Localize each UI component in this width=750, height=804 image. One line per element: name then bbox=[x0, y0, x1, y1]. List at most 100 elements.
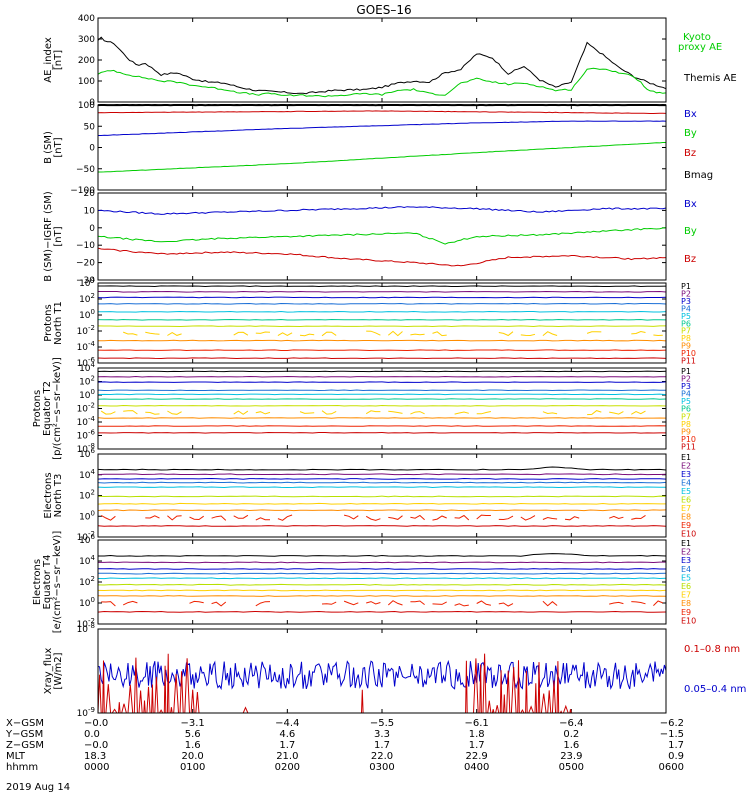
xaxis-value: −0.0 bbox=[84, 718, 108, 729]
series-line bbox=[98, 207, 666, 215]
legend-channel: E10 bbox=[681, 530, 696, 539]
xray-short-spike bbox=[492, 709, 494, 713]
xray-short-spike bbox=[171, 707, 173, 713]
xaxis-value: −5.5 bbox=[370, 718, 394, 729]
xray-short-spike bbox=[106, 684, 111, 713]
legend-item: Bmag bbox=[684, 170, 713, 181]
legend-item: Bx bbox=[684, 109, 697, 120]
flux-line-P8 bbox=[234, 332, 248, 335]
flux-line-E9 bbox=[433, 602, 447, 605]
y-tick-label: 200 bbox=[78, 56, 95, 66]
svg-text:[e/(cm²−s−sr−keV)]: [e/(cm²−s−sr−keV)] bbox=[52, 531, 63, 634]
xray-short-spike bbox=[362, 690, 364, 713]
xray-short-spike bbox=[507, 671, 510, 713]
y-tick-label: 100 bbox=[79, 308, 95, 321]
flux-line-E9 bbox=[388, 516, 402, 520]
xaxis-value: −6.1 bbox=[465, 718, 489, 729]
flux-line-E9 bbox=[631, 515, 645, 519]
xray-short-spike bbox=[466, 661, 468, 713]
flux-line-E9 bbox=[278, 515, 292, 520]
y-tick-label: 102 bbox=[79, 375, 95, 388]
y-tick-label: 102 bbox=[79, 292, 95, 305]
y-axis-label: AE_index[nT] bbox=[43, 37, 64, 83]
xaxis-value: −6.2 bbox=[660, 718, 684, 729]
y-tick-label: −50 bbox=[76, 165, 95, 175]
xaxis-value: 1.6 bbox=[563, 740, 579, 751]
xaxis-value: −3.1 bbox=[181, 718, 205, 729]
flux-line-E9 bbox=[145, 516, 159, 518]
xray-short-spike bbox=[500, 670, 502, 713]
xaxis-row-label: X−GSM bbox=[6, 718, 44, 729]
legend-channel: E10 bbox=[681, 616, 696, 625]
flux-line-P8 bbox=[653, 335, 662, 336]
xray-short-spike bbox=[563, 706, 568, 713]
series-line bbox=[98, 37, 666, 93]
flux-line-P8 bbox=[410, 412, 424, 415]
xaxis-value: 0.2 bbox=[563, 729, 579, 740]
xaxis-value: 21.0 bbox=[276, 751, 298, 762]
xaxis-value: 20.0 bbox=[182, 751, 204, 762]
xray-short-spike bbox=[155, 677, 158, 713]
y-tick-label: 100 bbox=[78, 77, 95, 87]
y-axis-label: Xray_flux[W/m2] bbox=[43, 648, 64, 695]
svg-text:North T3: North T3 bbox=[53, 474, 64, 518]
xaxis-value: 22.0 bbox=[371, 751, 393, 762]
flux-line-E3 bbox=[98, 569, 666, 570]
xaxis-value: 0100 bbox=[180, 762, 205, 773]
panel-frame bbox=[98, 105, 666, 190]
xaxis-value: 1.7 bbox=[279, 740, 295, 751]
xray-short-spike bbox=[180, 671, 183, 713]
xaxis-value: −0.0 bbox=[84, 740, 108, 751]
xaxis-value: 0400 bbox=[464, 762, 489, 773]
series-line bbox=[98, 68, 666, 96]
flux-line-P8 bbox=[587, 411, 601, 415]
y-axis-label: B (SM)−IGRF (SM)[nT] bbox=[43, 191, 64, 282]
flux-line-E9 bbox=[212, 516, 226, 520]
panel-frame bbox=[98, 454, 666, 537]
flux-line-P8 bbox=[410, 334, 424, 335]
xray-short-spike bbox=[112, 709, 117, 713]
flux-line-P11 bbox=[98, 433, 666, 434]
flux-line-P8 bbox=[388, 411, 402, 413]
flux-line-E9 bbox=[477, 601, 491, 605]
flux-line-E8 bbox=[98, 510, 666, 511]
flux-line-P3 bbox=[98, 382, 666, 383]
flux-line-P10 bbox=[98, 350, 666, 351]
flux-line-P1 bbox=[98, 371, 666, 372]
y-tick-label: 10-4 bbox=[77, 415, 96, 428]
flux-line-P10 bbox=[98, 426, 666, 427]
xray-short-spike bbox=[504, 695, 506, 714]
xaxis-value: 0200 bbox=[275, 762, 300, 773]
legend-themis: Themis AE bbox=[683, 73, 737, 84]
flux-line-E8 bbox=[98, 596, 666, 597]
flux-line-P8 bbox=[278, 333, 292, 336]
xaxis-value: −1.5 bbox=[660, 729, 684, 740]
flux-line-E9 bbox=[366, 516, 380, 520]
xray-short-spike bbox=[488, 701, 491, 713]
svg-text:[nT]: [nT] bbox=[53, 226, 64, 246]
xray-short-spike bbox=[529, 707, 534, 713]
xaxis-value: 3.3 bbox=[374, 729, 390, 740]
xaxis-value: 23.9 bbox=[560, 751, 582, 762]
xaxis-value: 1.7 bbox=[374, 740, 390, 751]
flux-line-P8 bbox=[322, 411, 336, 414]
flux-line-E9 bbox=[455, 516, 469, 521]
flux-line-E1 bbox=[98, 467, 666, 470]
xray-short-spike bbox=[548, 690, 551, 713]
flux-line-E9 bbox=[410, 601, 424, 605]
flux-line-P8 bbox=[256, 332, 270, 333]
legend-item: Bz bbox=[684, 254, 696, 265]
legend-channel: P11 bbox=[681, 357, 696, 366]
flux-line-E2 bbox=[98, 562, 666, 563]
flux-line-P8 bbox=[521, 334, 535, 335]
flux-line-E9 bbox=[631, 602, 645, 604]
y-tick-label: −10 bbox=[76, 241, 95, 251]
flux-line-P2 bbox=[98, 292, 666, 293]
flux-line-E9 bbox=[101, 602, 115, 606]
